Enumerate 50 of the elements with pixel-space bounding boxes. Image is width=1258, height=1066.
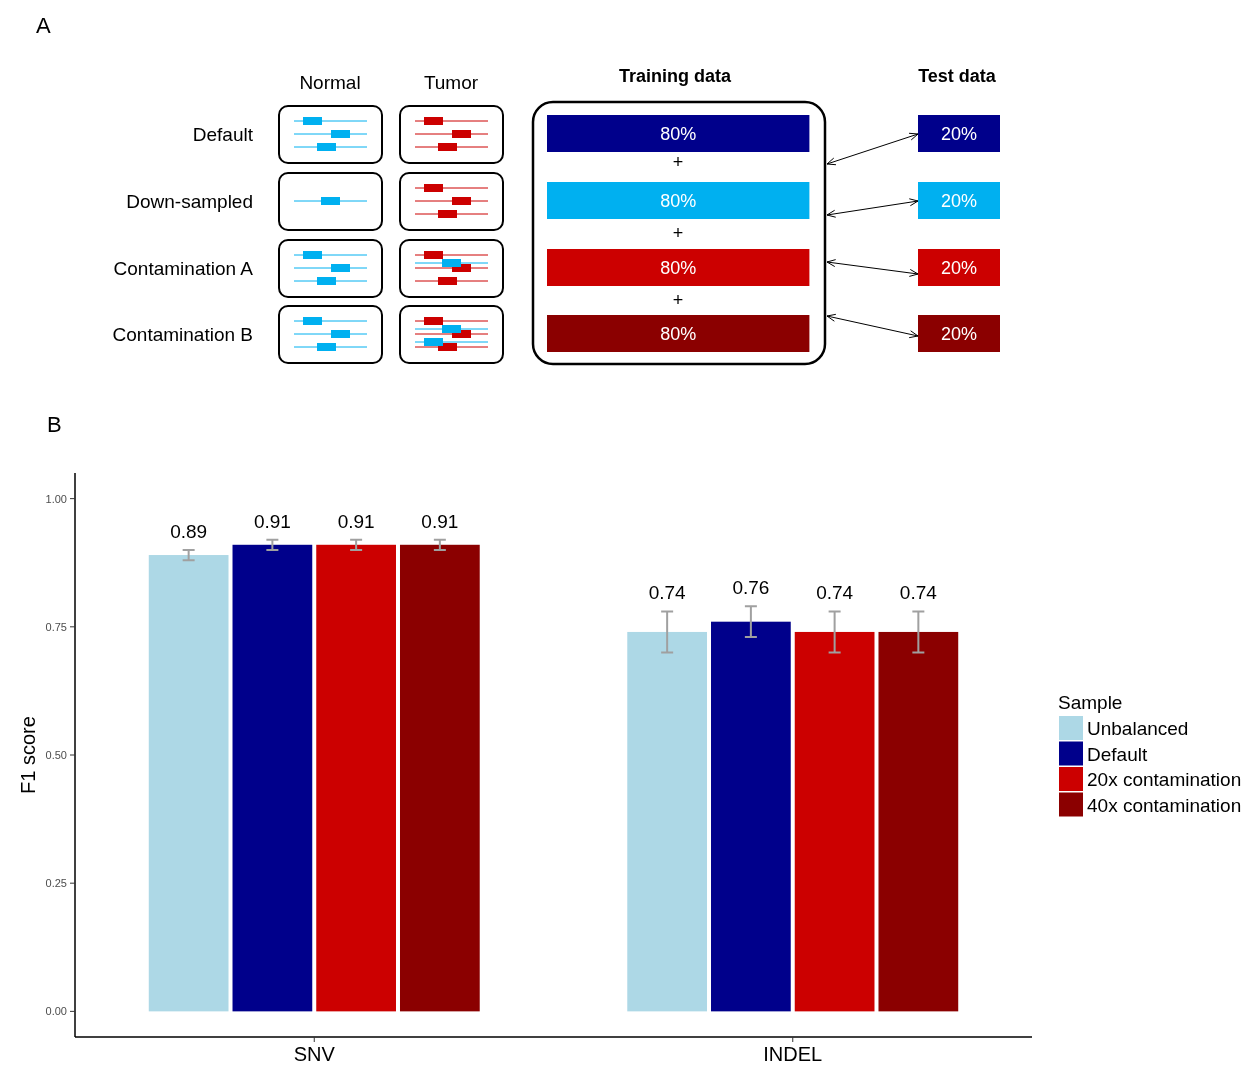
data-label: 0.74: [648, 582, 687, 604]
category-label: Contamination B: [112, 324, 253, 345]
y-tick-label: 0.75: [45, 620, 67, 633]
x-tick-label: INDEL: [763, 1043, 823, 1065]
data-label: 0.74: [816, 582, 854, 604]
data-label: 20%: [940, 124, 978, 144]
y-tick-label: 0.25: [45, 877, 67, 890]
bar: [232, 544, 313, 1012]
bar: [878, 631, 959, 1012]
text: A: [36, 13, 51, 38]
text: Normal: [299, 72, 361, 93]
y-tick-label: 0.00: [45, 1005, 67, 1018]
bar: [148, 555, 229, 1012]
legend-label: 40x contamination: [1087, 794, 1242, 816]
category-label: Default: [192, 124, 254, 145]
category-label: Contamination A: [113, 258, 254, 279]
text: +: [672, 290, 684, 310]
category-label: Down-sampled: [126, 191, 253, 212]
x-tick-label: SNV: [293, 1043, 336, 1065]
text: +: [672, 223, 684, 243]
data-label: 80%: [660, 258, 697, 278]
data-label: 20%: [940, 324, 978, 344]
y-tick-label: 1.00: [45, 492, 67, 505]
series-label: Test data: [918, 66, 997, 86]
chart-title: B: [47, 412, 62, 437]
data-label: 20%: [940, 258, 978, 278]
y-tick-label: 0.50: [45, 749, 67, 761]
bar: [627, 631, 708, 1012]
bar: [711, 621, 791, 1012]
data-label: 0.91: [421, 510, 459, 532]
series-label: Training data: [618, 66, 732, 86]
bar: [316, 544, 396, 1012]
data-label: 0.91: [253, 510, 291, 532]
data-label: 80%: [660, 124, 697, 144]
legend-title: Sample: [1058, 692, 1123, 713]
legend-label: Unbalanced: [1087, 718, 1189, 739]
data-label: 0.89: [170, 520, 208, 542]
bar: [794, 631, 875, 1012]
text: Tumor: [423, 72, 479, 93]
data-label: 80%: [660, 324, 697, 344]
y-axis-title: F1 score: [17, 716, 39, 794]
data-label: 20%: [940, 191, 978, 211]
data-label: 0.74: [899, 582, 938, 604]
data-label: 0.76: [732, 577, 770, 599]
bar: [399, 544, 480, 1012]
data-label: 0.91: [337, 510, 375, 532]
legend-label: 20x contamination: [1087, 769, 1242, 790]
legend-label: Default: [1087, 743, 1148, 765]
data-label: 80%: [660, 191, 697, 211]
text: +: [672, 152, 684, 172]
